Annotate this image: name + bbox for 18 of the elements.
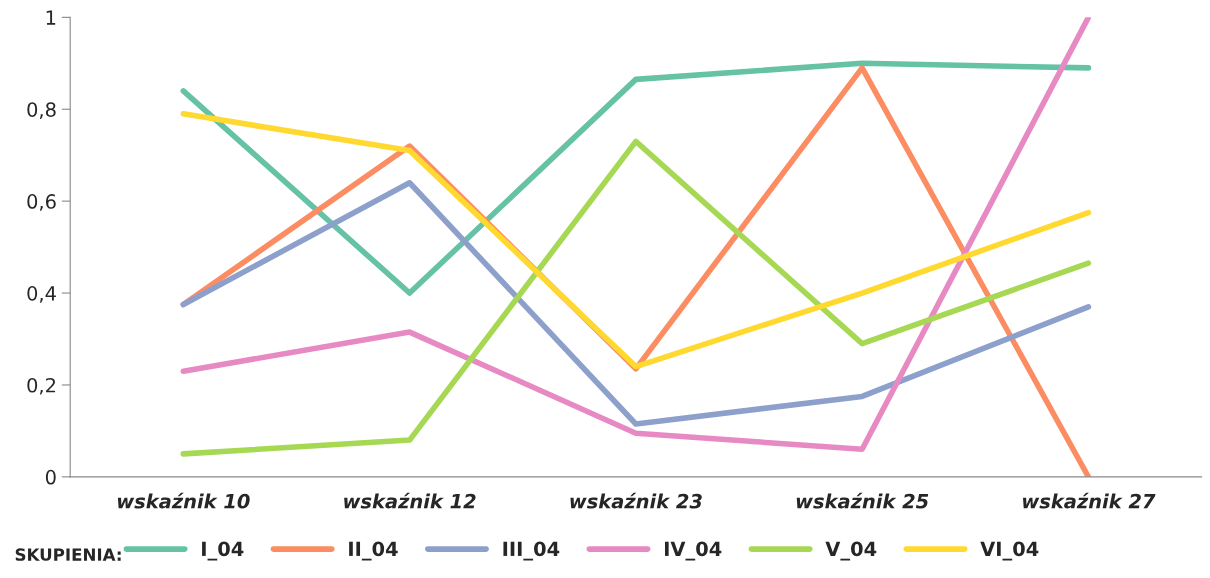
y-tick-label: 0,6: [27, 194, 56, 211]
x-tick-label: wskaźnik 23: [570, 492, 702, 509]
legend-label: III_04: [503, 541, 560, 561]
x-tick-label: wskaźnik 25: [796, 492, 929, 509]
legend-label: VI_04: [980, 541, 1039, 561]
legend-label: II_04: [349, 541, 398, 561]
y-tick-label: 0,8: [27, 102, 56, 119]
legend-label: IV_04: [664, 541, 722, 561]
y-tick-label: 0,4: [27, 286, 56, 303]
legend-title: SKUPIENIA:: [15, 548, 121, 561]
x-tick-label: wskaźnik 27: [1023, 492, 1156, 509]
legend-label: I_04: [202, 541, 244, 561]
y-tick-label: 0: [45, 469, 56, 485]
legend-label: V_04: [825, 541, 877, 561]
x-tick-label: wskaźnik 12: [344, 492, 476, 509]
y-tick-label: 0,2: [27, 377, 56, 395]
y-tick-label: 1: [46, 10, 56, 25]
x-tick-label: wskaźnik 10: [117, 492, 250, 509]
